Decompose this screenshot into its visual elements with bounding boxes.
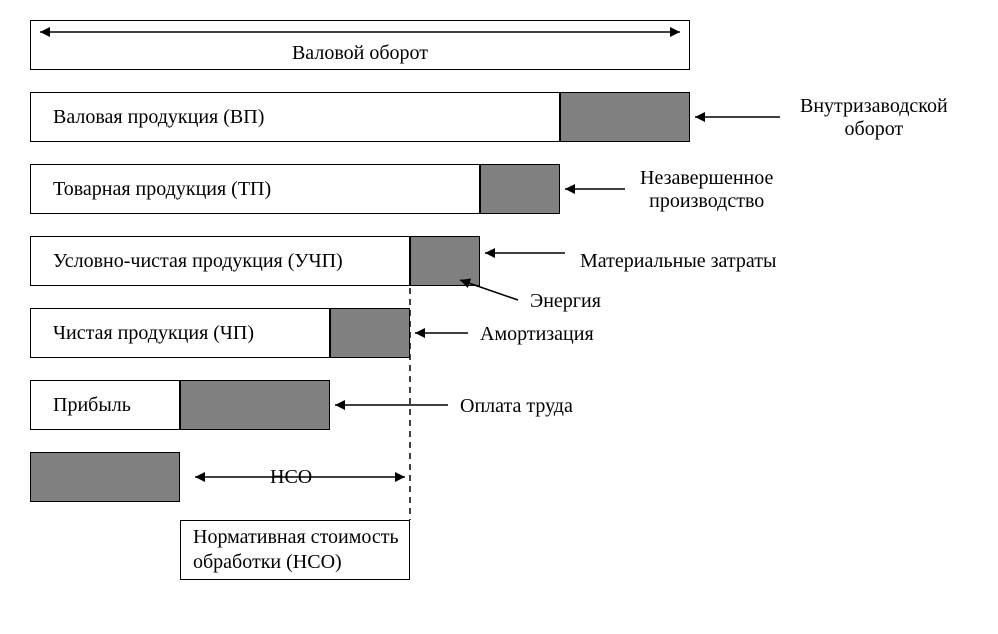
- row-chp-right-label: Амортизация: [480, 323, 594, 346]
- row-tp-right-label: Незавершенное производство: [640, 167, 773, 213]
- row-tp-white: Товарная продукция (ТП): [30, 164, 480, 214]
- header-label: Валовой оборот: [292, 42, 428, 65]
- row-profit-right-label: Оплата труда: [460, 395, 573, 418]
- row-vp-gray: [560, 92, 690, 142]
- diagram-stage: Валовой оборот Валовая продукция (ВП) Вну…: [0, 0, 998, 634]
- row-uchp-extra-label: Энергия: [530, 290, 601, 313]
- row-uchp-white-label: Условно-чистая продукция (УЧП): [53, 250, 343, 273]
- row-profit-white-label: Прибыль: [53, 394, 131, 417]
- row-chp-white: Чистая продукция (ЧП): [30, 308, 330, 358]
- row-chp-white-label: Чистая продукция (ЧП): [53, 322, 254, 345]
- row-uchp-right-label: Материальные затраты: [580, 250, 776, 273]
- row-vp-right-label: Внутризаводской оборот: [800, 95, 948, 141]
- row-tp-white-label: Товарная продукция (ТП): [53, 178, 271, 201]
- row-tp-gray: [480, 164, 560, 214]
- bottom-gray-box: [30, 452, 180, 502]
- row-profit-gray: [180, 380, 330, 430]
- row-profit-white: Прибыль: [30, 380, 180, 430]
- row-uchp-white: Условно-чистая продукция (УЧП): [30, 236, 410, 286]
- header-box: Валовой оборот: [30, 20, 690, 70]
- row-uchp-gray: [410, 236, 480, 286]
- row-vp-white-label: Валовая продукция (ВП): [53, 106, 264, 129]
- nso-box-label: Нормативная стоимость обработки (НСО): [193, 525, 399, 575]
- nso-box: Нормативная стоимость обработки (НСО): [180, 520, 410, 580]
- row-chp-gray: [330, 308, 410, 358]
- row-vp-white: Валовая продукция (ВП): [30, 92, 560, 142]
- nso-inner-label: НСО: [270, 466, 312, 489]
